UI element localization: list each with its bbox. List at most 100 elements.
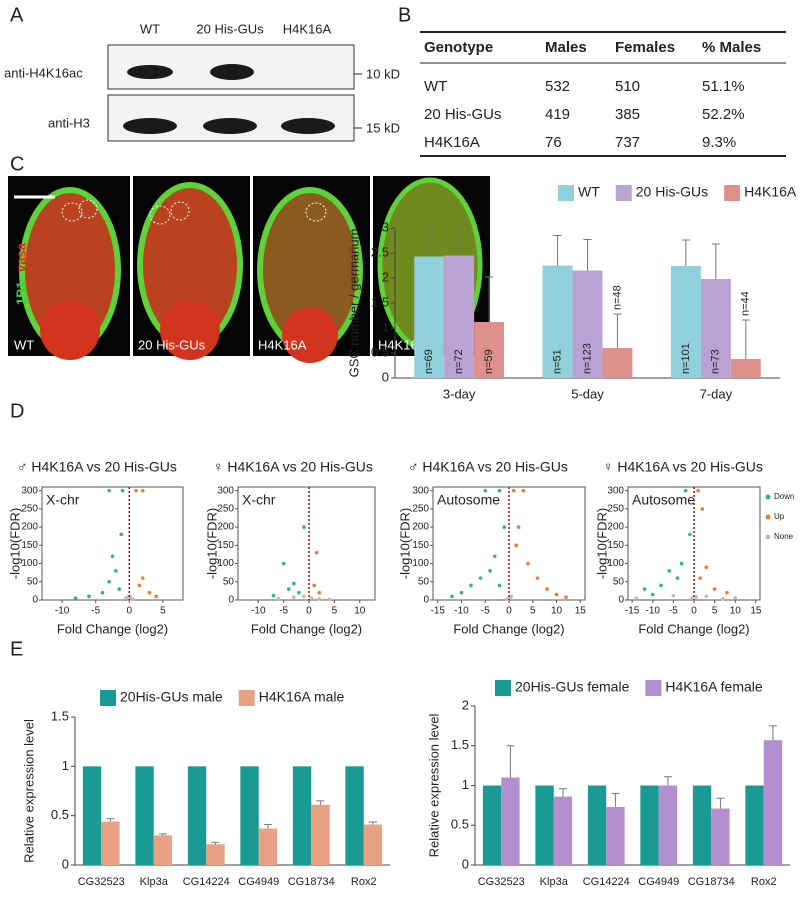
point (690, 596, 694, 600)
y-tick-label: 200 (217, 522, 234, 533)
y-tick-label: 150 (217, 540, 234, 551)
point (535, 576, 540, 580)
lane-label: 20 His-GUs (196, 21, 264, 36)
point (694, 595, 698, 599)
y-tick-label: 150 (21, 540, 38, 551)
point (704, 565, 709, 569)
image-label: H4K16A (258, 337, 307, 352)
point (511, 488, 516, 493)
y-tick-label: 200 (607, 522, 624, 533)
chart-title: ♀ H4K16A vs 20 His-GUs (213, 459, 373, 475)
n-label: n=51 (551, 349, 563, 374)
point (545, 587, 549, 591)
point (114, 569, 118, 573)
point (675, 576, 680, 580)
table-header: % Males (702, 39, 761, 56)
point (120, 488, 125, 493)
point (302, 594, 306, 599)
x-axis-label: Fold Change (log2) (638, 621, 749, 636)
point (514, 543, 518, 548)
y-tick-label: 0.5 (371, 344, 389, 359)
x-tick-label: 3-day (443, 386, 476, 401)
point (317, 597, 321, 601)
bar (240, 766, 259, 865)
point (119, 532, 124, 537)
y-axis-label: Relative expression level (21, 719, 36, 863)
bar (135, 766, 154, 865)
bar (730, 359, 761, 378)
x-tick-label: 15 (575, 606, 587, 617)
n-label: n=59 (483, 349, 495, 374)
y-tick-label: 0 (423, 595, 429, 606)
bar (711, 808, 730, 865)
bar (572, 270, 603, 378)
point (107, 488, 111, 493)
y-tick-label: 0 (228, 595, 234, 606)
x-tick-label: 0 (691, 606, 697, 617)
y-tick-label: 0 (462, 856, 469, 871)
bar (363, 824, 383, 865)
panel-letter: E (10, 638, 23, 660)
annotation: X-chr (46, 492, 80, 508)
bar (292, 766, 312, 865)
point (110, 554, 115, 559)
point (478, 576, 483, 580)
image-label: WT (14, 337, 34, 352)
lane-label: H4K16A (283, 21, 332, 36)
table-cell: 76 (545, 134, 562, 151)
point (276, 596, 281, 601)
bar (670, 266, 701, 378)
x-axis-label: Fold Change (log2) (251, 621, 362, 636)
legend-label: 20His-GUs male (120, 689, 223, 705)
x-tick-label: -10 (646, 606, 661, 617)
x-tick-label: 0 (127, 606, 133, 617)
stain-label: vasa (13, 242, 28, 272)
annotation: Autosome (632, 492, 695, 508)
x-tick-label: 10 (730, 606, 742, 617)
point (302, 525, 306, 529)
x-tick-label: CG4949 (238, 876, 279, 888)
point (292, 595, 296, 599)
x-axis-label: Fold Change (log2) (453, 621, 564, 636)
legend-swatch (765, 514, 771, 520)
marker-label: 15 kD (366, 120, 400, 135)
x-tick-label: CG32523 (478, 876, 525, 888)
annotation: Autosome (437, 492, 500, 508)
bar (501, 777, 520, 865)
y-tick-label: 1.5 (51, 708, 69, 723)
n-label: n=123 (581, 343, 593, 374)
lane-label: WT (140, 21, 160, 36)
x-tick-label: 10 (354, 606, 366, 617)
x-tick-label: -10 (251, 606, 266, 617)
point (488, 569, 492, 573)
blot (107, 94, 355, 142)
table-header: Females (615, 39, 675, 56)
n-label: n=48 (611, 285, 623, 310)
point (312, 583, 316, 588)
table-cell: 532 (545, 78, 570, 95)
n-label: n=69 (423, 349, 435, 374)
point (107, 579, 111, 584)
point (87, 594, 91, 599)
point (683, 488, 688, 493)
legend-swatch (495, 680, 511, 696)
plot-area (237, 486, 376, 601)
bar (206, 844, 225, 865)
y-tick-label: 1.5 (451, 737, 469, 752)
legend-swatch (615, 185, 632, 201)
y-tick-label: 100 (607, 558, 624, 569)
y-tick-label: 300 (412, 485, 429, 496)
x-tick-label: -5 (279, 606, 288, 617)
bar (101, 821, 120, 865)
y-tick-label: 50 (613, 576, 625, 587)
table-cell: 510 (615, 78, 640, 95)
y-tick-label: 100 (412, 558, 429, 569)
legend-label: Down (774, 492, 794, 501)
point (650, 592, 655, 597)
y-tick-label: 1 (462, 777, 469, 792)
point (450, 594, 454, 599)
legend-swatch (765, 494, 771, 500)
x-tick-label: 5 (530, 606, 536, 617)
chart-title: ♂ H4K16A vs 20 His-GUs (17, 459, 177, 475)
